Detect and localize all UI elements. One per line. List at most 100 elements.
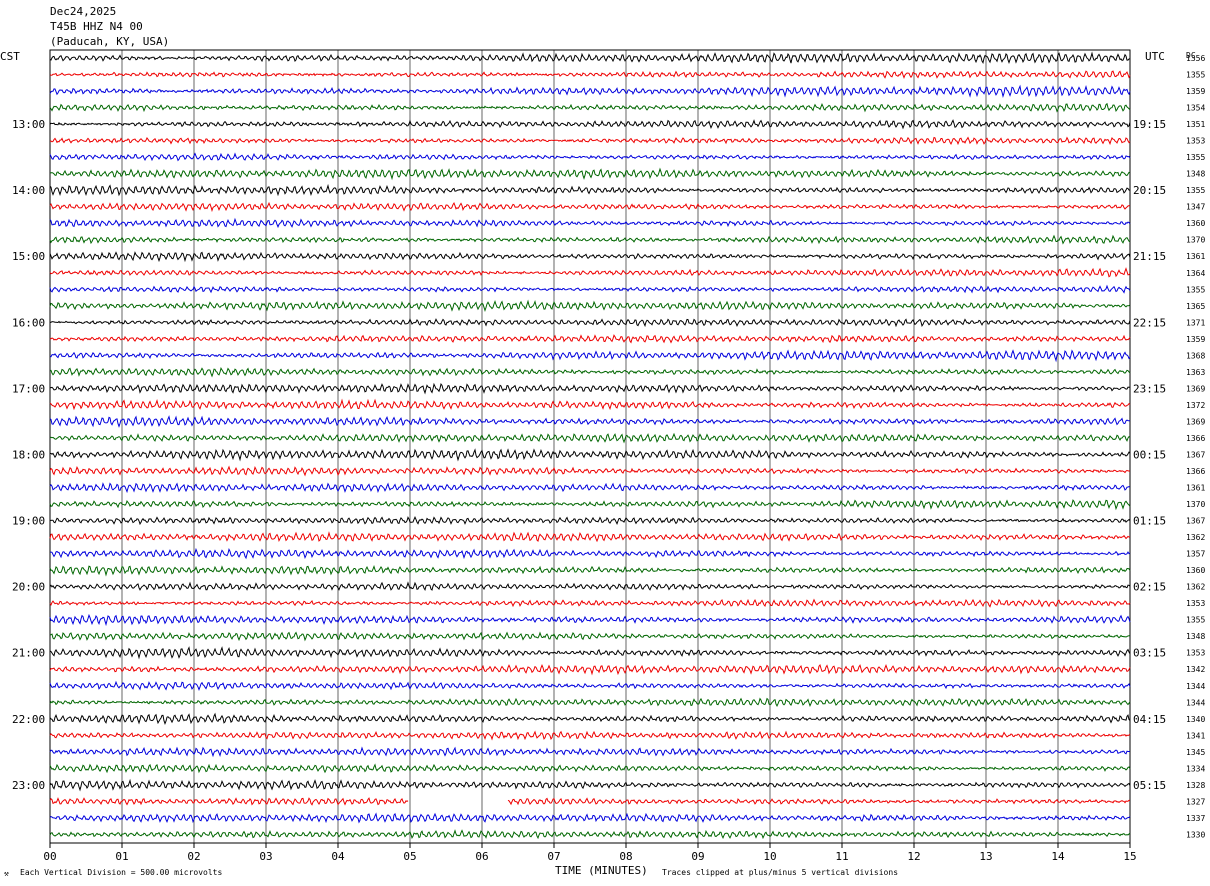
cst-hour-label: 21:00 (12, 647, 45, 660)
dc-offset-label: 1353 (1186, 649, 1205, 658)
trace-line (49, 318, 1131, 328)
trace-line (49, 334, 1131, 344)
x-tick-label: 01 (115, 850, 128, 863)
cst-hour-label: 16:00 (12, 316, 45, 329)
trace-line (49, 349, 1131, 363)
dc-offset-label: 1371 (1186, 318, 1205, 327)
dc-offset-labels: 1356 1355 1359 1354 1351 1353 1355 1348 1355 1347… (1186, 54, 1205, 839)
trace-line (49, 812, 1131, 824)
utc-hour-label: 20:15 (1133, 184, 1166, 197)
dc-offset-label: 1348 (1186, 170, 1205, 179)
trace-line (49, 217, 1131, 229)
dc-offset-label: 1360 (1186, 566, 1205, 575)
cst-hour-label: 23:00 (12, 779, 45, 792)
dc-offset-label: 1360 (1186, 219, 1205, 228)
dc-offset-label: 1368 (1186, 351, 1205, 360)
utc-hour-label: 02:15 (1133, 581, 1166, 594)
clip-note: Traces clipped at plus/minus 5 vertical … (662, 868, 898, 877)
x-tick-label: 12 (907, 850, 920, 863)
trace-line (50, 515, 1131, 526)
dc-offset-label: 1355 (1186, 71, 1205, 80)
dc-offset-label: 1348 (1186, 632, 1205, 641)
trace-line (49, 84, 1131, 99)
trace-line (49, 598, 1131, 608)
dc-offset-label: 1328 (1186, 781, 1205, 790)
trace-line (49, 663, 1131, 676)
dc-offset-label: 1362 (1186, 533, 1205, 542)
trace-line (49, 284, 1131, 294)
cst-hour-label: 17:00 (12, 382, 45, 395)
dc-offset-label: 1353 (1186, 599, 1205, 608)
x-tick-label: 15 (1123, 850, 1136, 863)
x-tick-label: 11 (835, 850, 848, 863)
trace-line (49, 183, 1131, 197)
dc-offset-label: 1356 (1186, 54, 1205, 63)
cst-hour-label: 15:00 (12, 250, 45, 263)
station-label: T45B HHZ N4 00 (50, 20, 143, 33)
x-tick-label: 14 (1051, 850, 1065, 863)
trace-line (49, 382, 1131, 395)
plot-frame (49, 49, 1131, 844)
trace-line (49, 646, 1131, 660)
utc-hour-label: 01:15 (1133, 515, 1166, 528)
trace-line (49, 70, 1131, 80)
x-tick-label: 06 (475, 850, 488, 863)
cst-hour-label: 13:00 (12, 118, 45, 131)
trace-line (49, 201, 1131, 213)
x-tick-label: 04 (331, 850, 345, 863)
cst-hour-label: 19:00 (12, 515, 45, 528)
x-tick-label: 03 (259, 850, 272, 863)
scale-note: Each Vertical Division = 500.00 microvol… (20, 868, 222, 877)
x-tick-label: 10 (763, 850, 776, 863)
dc-offset-label: 1361 (1186, 484, 1205, 493)
dc-offset-label: 1327 (1186, 797, 1205, 806)
utc-hour-label: 19:15 (1133, 118, 1166, 131)
cst-hour-label: 20:00 (12, 581, 45, 594)
cst-hour-label: 22:00 (12, 713, 45, 726)
x-tick-label: 02 (187, 850, 200, 863)
dc-offset-label: 1370 (1186, 500, 1205, 509)
dc-offset-label: 1344 (1186, 698, 1205, 707)
trace-line (49, 152, 1131, 162)
trace-line (49, 102, 1131, 113)
dc-offset-label: 1344 (1186, 682, 1205, 691)
dc-offset-label: 1355 (1186, 616, 1205, 625)
dc-offset-label: 1359 (1186, 87, 1205, 96)
dc-offset-label: 1366 (1186, 434, 1205, 443)
scale-icon: ⚒ (4, 869, 9, 878)
dc-offset-label: 1370 (1186, 236, 1205, 245)
trace-group (49, 51, 1131, 840)
utc-hour-label: 23:15 (1133, 382, 1166, 395)
dc-offset-label: 1354 (1186, 104, 1205, 113)
dc-offset-label: 1361 (1186, 252, 1205, 261)
dc-offset-label: 1330 (1186, 830, 1205, 839)
trace-line (49, 51, 1131, 64)
dc-offset-label: 1355 (1186, 186, 1205, 195)
x-tick-label: 13 (979, 850, 992, 863)
trace-line (49, 367, 1131, 378)
dc-offset-label: 1337 (1186, 814, 1205, 823)
trace-line (49, 778, 1131, 792)
cst-hour-label: 18:00 (12, 448, 45, 461)
utc-hour-label: 04:15 (1133, 713, 1166, 726)
dc-offset-label: 1357 (1186, 550, 1205, 559)
utc-hour-labels: 19:15 20:15 21:15 22:15 23:15 00:15 01:15 02:15… (1133, 118, 1166, 792)
dc-offset-label: 1367 (1186, 517, 1205, 526)
dc-offset-label: 1369 (1186, 384, 1205, 393)
trace-line (49, 119, 1131, 130)
trace-line (49, 299, 1131, 312)
dc-offset-label: 1355 (1186, 285, 1205, 294)
dc-offset-label: 1334 (1186, 764, 1205, 773)
dc-offset-label: 1363 (1186, 368, 1205, 377)
cst-hour-label: 14:00 (12, 184, 45, 197)
dc-offset-label: 1369 (1186, 417, 1205, 426)
dc-offset-label: 1340 (1186, 715, 1205, 724)
trace-line (49, 564, 1131, 577)
x-tick-labels: 00 01 02 03 04 05 06 07 08 09 10 11 12 13 14 15 (43, 843, 1137, 863)
dc-offset-label: 1364 (1186, 269, 1205, 278)
trace-line (49, 267, 1131, 278)
dc-offset-label: 1367 (1186, 450, 1205, 459)
x-tick-label: 00 (43, 850, 56, 863)
trace-line (50, 167, 1131, 181)
